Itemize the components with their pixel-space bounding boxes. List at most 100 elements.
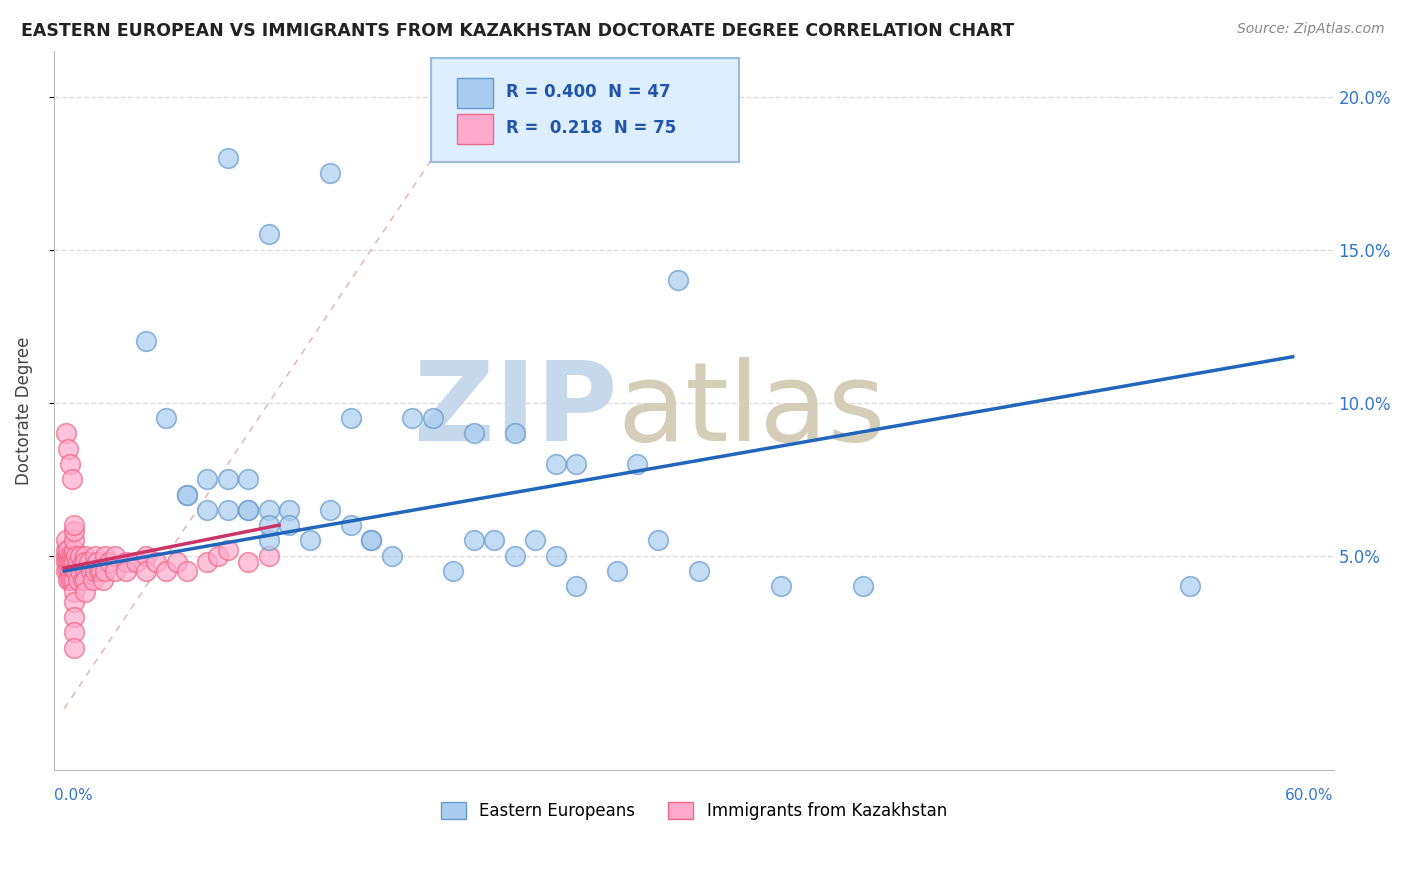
- Point: [1180, 579, 1202, 593]
- Point: [60, 555, 83, 569]
- Point: [55, 533, 77, 548]
- Point: [166, 555, 188, 569]
- Point: [63, 555, 86, 569]
- Point: [666, 273, 689, 287]
- Point: [94, 564, 117, 578]
- Point: [565, 579, 588, 593]
- Point: [482, 533, 505, 548]
- Point: [688, 564, 710, 578]
- Text: 0.0%: 0.0%: [53, 788, 93, 803]
- Point: [565, 457, 588, 471]
- Point: [852, 579, 875, 593]
- Point: [197, 555, 219, 569]
- Point: [441, 564, 464, 578]
- Point: [114, 555, 136, 569]
- Point: [339, 518, 361, 533]
- Point: [63, 640, 86, 655]
- Point: [60, 549, 83, 563]
- Point: [197, 503, 219, 517]
- Point: [63, 625, 86, 640]
- Point: [524, 533, 547, 548]
- Text: EASTERN EUROPEAN VS IMMIGRANTS FROM KAZAKHSTAN DOCTORATE DEGREE CORRELATION CHAR: EASTERN EUROPEAN VS IMMIGRANTS FROM KAZA…: [21, 22, 1014, 40]
- Text: ZIP: ZIP: [413, 357, 617, 464]
- Point: [217, 472, 239, 486]
- Point: [257, 503, 280, 517]
- Point: [503, 549, 526, 563]
- Point: [60, 573, 83, 587]
- Point: [63, 518, 86, 533]
- Point: [77, 555, 100, 569]
- Text: R =  0.218  N = 75: R = 0.218 N = 75: [506, 120, 676, 137]
- Point: [278, 503, 301, 517]
- Point: [73, 585, 96, 599]
- Point: [339, 411, 361, 425]
- Text: Source: ZipAtlas.com: Source: ZipAtlas.com: [1237, 22, 1385, 37]
- Point: [114, 564, 136, 578]
- Bar: [457, 78, 494, 108]
- Point: [73, 555, 96, 569]
- Bar: [457, 114, 494, 145]
- Y-axis label: Doctorate Degree: Doctorate Degree: [15, 336, 32, 484]
- Point: [769, 579, 792, 593]
- Point: [63, 564, 86, 578]
- Point: [65, 549, 87, 563]
- Point: [207, 549, 229, 563]
- Point: [155, 411, 177, 425]
- Point: [90, 564, 112, 578]
- Point: [63, 573, 86, 587]
- Point: [63, 585, 86, 599]
- Point: [319, 503, 342, 517]
- Point: [83, 549, 105, 563]
- Point: [197, 472, 219, 486]
- Point: [55, 426, 77, 441]
- Point: [69, 549, 91, 563]
- Point: [176, 487, 198, 501]
- Point: [67, 555, 90, 569]
- Point: [135, 334, 157, 349]
- Point: [63, 542, 86, 557]
- Point: [155, 564, 177, 578]
- Point: [360, 533, 382, 548]
- Point: [73, 564, 96, 578]
- Point: [82, 573, 104, 587]
- Point: [257, 227, 280, 242]
- Point: [56, 573, 79, 587]
- Point: [59, 549, 82, 563]
- Point: [176, 564, 198, 578]
- Point: [65, 564, 87, 578]
- Point: [60, 472, 83, 486]
- Point: [544, 549, 567, 563]
- Point: [503, 426, 526, 441]
- Point: [238, 503, 260, 517]
- Point: [606, 564, 628, 578]
- Point: [72, 555, 94, 569]
- Point: [63, 524, 86, 539]
- Point: [626, 457, 648, 471]
- Point: [98, 555, 121, 569]
- Point: [67, 573, 90, 587]
- Point: [125, 555, 148, 569]
- FancyBboxPatch shape: [432, 58, 738, 162]
- Point: [72, 573, 94, 587]
- Point: [63, 549, 86, 563]
- Point: [176, 487, 198, 501]
- Point: [544, 457, 567, 471]
- Point: [104, 549, 127, 563]
- Point: [56, 549, 79, 563]
- Point: [80, 564, 103, 578]
- Point: [59, 457, 82, 471]
- Point: [257, 518, 280, 533]
- Point: [59, 573, 82, 587]
- Point: [647, 533, 669, 548]
- Point: [238, 472, 260, 486]
- Text: atlas: atlas: [617, 357, 886, 464]
- Point: [55, 564, 77, 578]
- Point: [94, 549, 117, 563]
- Point: [217, 503, 239, 517]
- Point: [238, 503, 260, 517]
- Point: [59, 555, 82, 569]
- Point: [55, 542, 77, 557]
- Legend: Eastern Europeans, Immigrants from Kazakhstan: Eastern Europeans, Immigrants from Kazak…: [434, 795, 953, 826]
- Point: [104, 564, 127, 578]
- Point: [86, 555, 108, 569]
